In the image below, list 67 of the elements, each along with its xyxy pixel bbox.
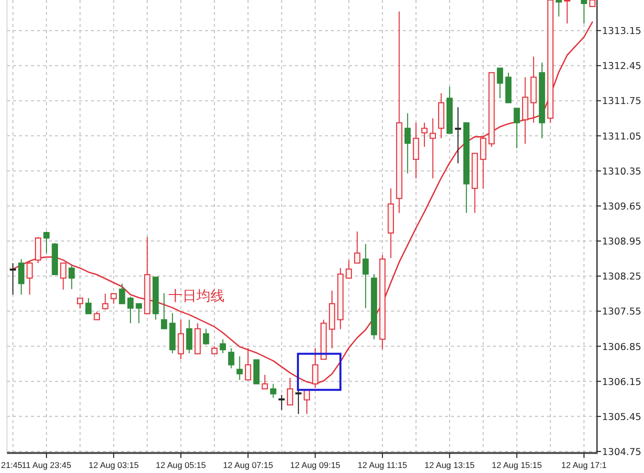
candlestick — [580, 0, 588, 24]
candlestick — [304, 389, 310, 414]
candlestick — [295, 389, 302, 414]
candlestick — [68, 264, 75, 290]
y-tick-label: 1310.35 — [602, 166, 642, 178]
candlestick — [228, 348, 234, 369]
candlestick — [202, 328, 210, 346]
candlestick — [85, 298, 92, 314]
y-tick-label: 1313.15 — [602, 26, 642, 38]
candlestick — [564, 0, 570, 24]
candlestick — [244, 348, 252, 380]
y-tick-label: 1308.95 — [602, 236, 642, 248]
x-tick-label: 12 Aug 15:15 — [492, 460, 542, 470]
candlestick — [270, 383, 276, 398]
candlestick — [18, 258, 24, 296]
y-tick-label: 1306.85 — [602, 342, 642, 353]
x-tick-label: 11 Aug 23:45 — [22, 460, 72, 470]
y-tick-label: 1309.65 — [602, 201, 642, 212]
y-tick-label: 1307.55 — [602, 306, 642, 318]
x-tick-label: 12 Aug 03:15 — [88, 460, 139, 470]
candlestick — [556, 0, 562, 18]
x-tick-label: 12 Aug 09:15 — [290, 460, 341, 470]
candlestick — [286, 377, 294, 406]
candlestick — [430, 118, 436, 179]
candlestick — [522, 76, 528, 144]
candlestick — [362, 244, 369, 309]
text: 21:45 — [1, 460, 23, 470]
candlestick — [110, 292, 117, 304]
y-tick-label: 1308.25 — [602, 272, 642, 283]
y-tick-label: 1305.45 — [602, 412, 642, 423]
candlestick — [26, 261, 33, 296]
candlestick — [43, 231, 50, 254]
candlestick — [160, 292, 168, 330]
candlestick — [136, 303, 142, 324]
y-tick-label: 1304.75 — [602, 446, 642, 458]
candlestick — [454, 106, 462, 164]
candlestick — [10, 262, 16, 296]
y-tick-label: 1312.45 — [602, 61, 642, 72]
candlestick — [76, 298, 84, 309]
candlestick — [127, 296, 134, 324]
y-tick-label: 1311.75 — [602, 96, 642, 108]
x-tick-label: 12 Aug 11:15 — [358, 460, 408, 470]
candlestick — [514, 108, 520, 149]
candlestick — [34, 236, 42, 264]
candlestick — [346, 260, 352, 279]
y-tick-label: 1311.05 — [602, 131, 642, 142]
x-tick-label: 12 Aug 17:1 — [561, 460, 607, 470]
candlestick — [262, 374, 268, 390]
x-tick-label: 12 Aug 05:15 — [156, 460, 206, 470]
y-tick-label: 1306.15 — [602, 376, 642, 388]
candlestick — [60, 262, 66, 290]
x-tick-label: 12 Aug 07:15 — [222, 460, 274, 470]
series-label: 十日均线 — [168, 288, 224, 305]
candlestick — [404, 112, 411, 174]
candlestick — [178, 319, 184, 360]
candlestick — [412, 122, 420, 179]
candlestick — [236, 356, 243, 380]
x-tick-label: 12 Aug 13:15 — [424, 460, 475, 470]
candlestick — [496, 68, 504, 99]
candlestick — [118, 283, 126, 304]
candlestick — [220, 338, 226, 354]
candlestick — [186, 319, 192, 354]
candlestick — [421, 122, 428, 148]
candlestick — [354, 231, 360, 264]
candlestick — [278, 394, 285, 410]
candlestick — [480, 136, 486, 189]
candlestick — [102, 293, 108, 310]
